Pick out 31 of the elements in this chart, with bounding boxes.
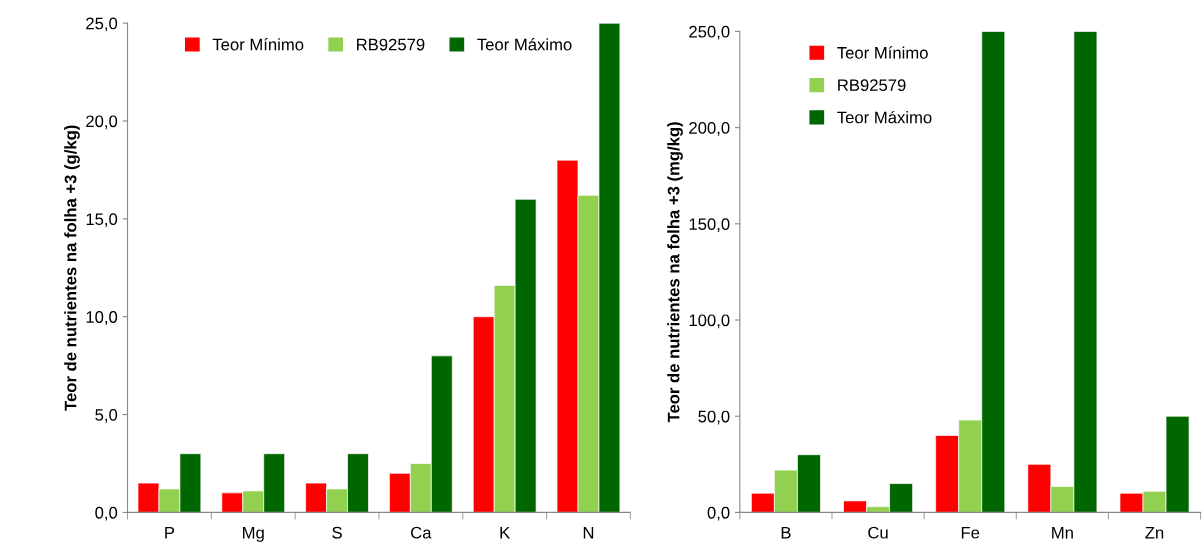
legend-label: Teor Mínimo xyxy=(212,38,304,51)
y-axis-title: Teor de nutrientes na folha +3 (g/kg) xyxy=(64,125,80,411)
x-tick-label: Mn xyxy=(1052,526,1073,539)
y-tick-label: 0,0 xyxy=(95,506,118,521)
y-tick-label: 0,0 xyxy=(707,506,730,521)
y-tick-label: 50,0 xyxy=(698,410,730,425)
y-tick-label: 150,0 xyxy=(689,218,730,232)
y-tick-label: 15,0 xyxy=(86,213,118,228)
x-tick-label: Zn xyxy=(1145,526,1164,539)
x-tick-label: K xyxy=(500,526,511,539)
x-tick-label: B xyxy=(781,526,791,539)
y-tick-label: 25,0 xyxy=(86,17,118,32)
x-tick-label: Cu xyxy=(868,526,888,539)
x-tick-label: N xyxy=(583,526,594,539)
x-tick-label: Fe xyxy=(961,526,980,539)
y-tick-label: 250,0 xyxy=(689,25,730,40)
y-tick-label: 10,0 xyxy=(86,311,118,325)
legend-label: Teor Máximo xyxy=(837,110,932,124)
y-axis-title: Teor de nutrientes na folha +3 (mg/kg) xyxy=(667,122,683,423)
y-tick-label: 20,0 xyxy=(86,115,118,130)
legend-label: Teor Máximo xyxy=(477,38,572,51)
x-tick-label: P xyxy=(165,526,175,539)
legend-label: RB92579 xyxy=(838,79,906,92)
legend-label: Teor Mínimo xyxy=(837,46,928,59)
y-tick-label: 100,0 xyxy=(689,314,730,329)
x-tick-label: Mg xyxy=(243,526,264,542)
x-tick-label: Ca xyxy=(411,526,432,539)
y-tick-label: 200,0 xyxy=(689,122,730,136)
y-tick-label: 5,0 xyxy=(95,408,118,423)
x-tick-label: S xyxy=(332,526,342,539)
legend-label: RB92579 xyxy=(357,38,425,51)
